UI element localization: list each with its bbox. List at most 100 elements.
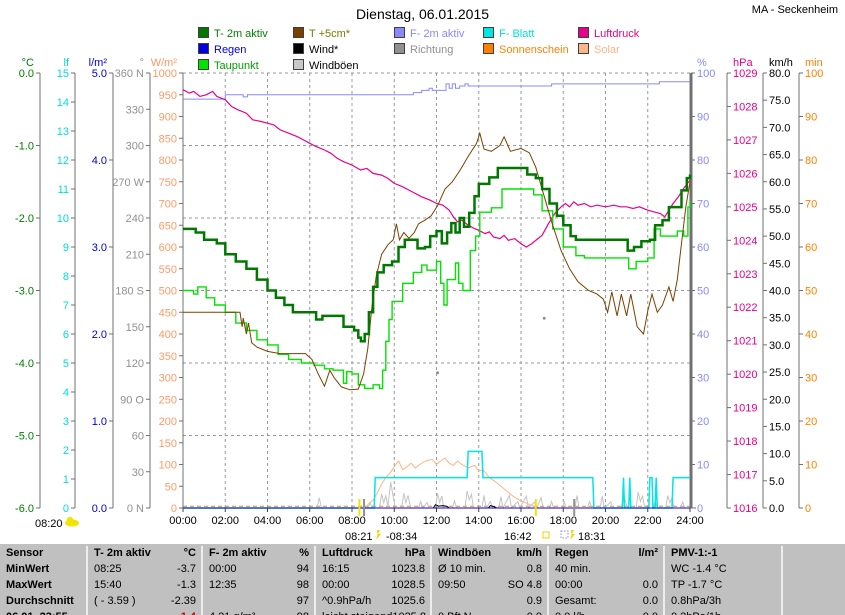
weather-chart: 00:00 02:00 04:00 06:00 08:00 10:00 12:00 14:00… [15,57,823,543]
table-header: Sensor [0,546,86,562]
legend-item-regen: Regen [198,43,247,56]
legend-label: F- Blatt [499,28,535,40]
table-row: -1.4 [88,610,201,615]
legend-label: F- 2m aktiv [410,28,465,40]
axis-tick-label: 1028 [733,101,757,113]
legend-item-t-2m-aktiv: T- 2m aktiv [198,27,268,40]
legend-item-taupunkt: Taupunkt [198,59,259,72]
x-axis-tick-label: 14:00 [465,515,493,527]
table-row: 08:25 -3.7 [88,562,201,578]
axis-title-rain: l/m² [89,57,108,69]
legend-item-f-2m-aktiv: F- 2m aktiv [394,27,465,40]
legend-label: Taupunkt [214,60,259,72]
axis-tick-label: 1000 [153,68,177,80]
axis-tick-label: 50.0 [769,231,790,243]
table-row: 0.8hPa/3h [665,594,781,610]
table-cell: TP -1.7 °C [671,579,723,591]
axis-tick-label: 10 [697,460,709,472]
axis-tick-label: 0.0 [19,68,34,80]
table-row: 12:35 98 [203,578,314,594]
axis-title-solar: W/m² [151,57,178,69]
table-cell-value [658,562,663,578]
axis-tick-label: 25.0 [769,367,790,379]
table-row: 00:00 0.0 [549,578,663,594]
table-cell: 0.8hPa/3h [671,595,722,607]
series-dot-Richtung [542,316,546,320]
legend-item-richtung: Richtung [394,43,453,56]
axis-tick-label: 1024 [733,235,757,247]
table-header: PMV-1:-1 [665,546,781,562]
axis-tick-label: 700 [159,199,177,211]
x-axis-tick-label: 16:00 [507,515,535,527]
table-header-unit: °C [183,547,196,559]
axis-tick-label: 350 [159,351,177,363]
legend-color-swatch [394,27,405,38]
axis-tick-label: 450 [159,307,177,319]
table-row: ( - 3.59 ) -2.39 [88,594,201,610]
cloud-icon [66,516,74,524]
legend-item-t-5cm-: T +5cm* [293,27,351,40]
series-windb-en [183,481,690,510]
legend-label: T +5cm* [309,28,351,40]
legend-color-swatch [483,27,494,38]
series-t-2m-aktiv [183,166,692,343]
axis-tick-label: 1 [63,474,69,486]
axis-tick-label: 45.0 [769,258,790,270]
table-cell-label: 00:00 [322,579,350,591]
legend-item-solar: Solar [578,43,620,56]
table-cell-value: 97 [296,595,309,607]
axis-tick-label: 10.0 [769,449,790,461]
axis-tick-label: 4.0 [92,155,107,167]
table-row: WC -1.4 °C [665,562,781,578]
legend-label: Regen [214,44,247,56]
table-row: ^0.9hPa/h 1025.6 [316,594,430,610]
axis-tick-label: 1029 [733,68,757,80]
axis-tick-label: 11 [58,184,69,196]
axis-tick-label: 15.0 [769,421,790,433]
axis-tick-label: 1026 [733,168,757,180]
sunset-square-icon [542,531,550,539]
table-row: 06.01. 23:55 [0,610,86,615]
axis-tick-label: 120 [126,358,144,370]
table-row: Ø 10 min. 0.8 [432,562,547,578]
axis-tick-label: 330 [126,104,144,116]
table-row: 09:50 SO 4.8 [432,578,547,594]
table-cell-label: Ø 10 min. [438,563,486,575]
table-row: MinWert [0,562,86,578]
axis-tick-label: 30.0 [769,340,790,352]
table-header-unit [828,546,833,562]
table-row: 0.0 l/h0.0 [549,610,663,615]
axis-tick-label: 6 [63,329,69,341]
lightning-icon [376,530,381,540]
axis-tick-label: -6.0 [15,503,34,515]
table-cell-label: 0 Bft N [432,610,527,615]
axis-tick-label: 7 [63,300,69,312]
axis-tick-label: 0.0 [769,503,784,515]
axis-tick-label: 15 [57,68,69,80]
table-cell-label: 40 min. [555,563,592,575]
table-header-label: Luftdruck [322,547,373,559]
table-cell-value: -1.4 [177,610,201,615]
table-header-unit [81,546,86,562]
axis-tick-label: 20 [697,416,709,428]
table-column-luftdruck: Luftdruck hPa 16:15 1023.8 00:00 1028.5 ^0.9hP… [316,546,432,615]
table-header-label: T- 2m aktiv [94,547,151,559]
legend-item-f-blatt: F- Blatt [483,27,535,40]
series-dot-Richtung [436,371,440,375]
table-cell-label: ( - 3.59 ) [94,595,136,607]
table-row: 00:00 1028.5 [316,578,430,594]
x-axis-tick-label: 02:00 [211,515,239,527]
table-header: Regen l/m² [549,546,663,562]
axis-tick-label: 180 S [115,286,144,298]
table-cell-label: 12:35 [209,579,237,591]
legend-label: Wind* [309,44,339,56]
axis-tick-label: 500 [159,286,177,298]
axis-tick-label: 850 [159,133,177,145]
axis-tick-label: -1.0 [15,141,34,153]
table-header-unit: hPa [404,547,425,559]
table-cell-value: 1028.5 [391,579,425,591]
axis-tick-label: 5 [63,358,69,370]
sun-event-label: -08:34 [386,531,417,543]
table-cell-value: -2.39 [170,595,196,607]
